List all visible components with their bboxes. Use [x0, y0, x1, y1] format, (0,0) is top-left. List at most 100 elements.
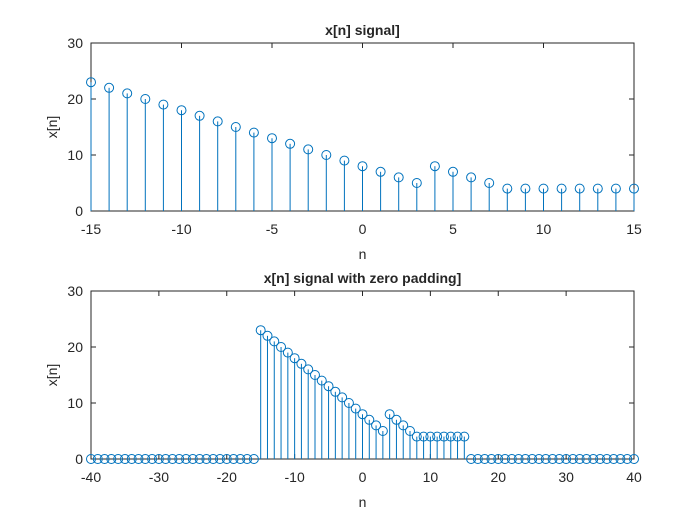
stem-marker — [323, 381, 334, 392]
stem-marker — [629, 183, 639, 194]
stem-marker — [466, 172, 477, 183]
stem-marker — [201, 454, 212, 464]
stem-marker — [629, 454, 639, 464]
stem-marker — [622, 454, 633, 464]
stem-marker — [479, 454, 490, 464]
x-axis-label: n — [359, 246, 367, 262]
stem-marker — [377, 426, 388, 436]
stem-marker — [425, 431, 436, 442]
stem-marker — [269, 336, 280, 347]
stem-marker — [212, 116, 223, 127]
stem-marker — [513, 454, 524, 464]
stem-marker — [459, 431, 470, 442]
stem-marker — [262, 330, 273, 341]
ticks: -40 -30 -20 -10 0 10 20 30 40 0 10 20 30 — [67, 283, 642, 485]
stem-marker — [438, 431, 449, 442]
stem-marker — [452, 431, 463, 442]
x-tick-label: 15 — [626, 221, 642, 237]
stem-marker — [122, 88, 133, 99]
stem-marker — [574, 183, 585, 194]
plot-title: x[n] signal] — [325, 22, 400, 38]
stem-marks — [86, 325, 639, 464]
y-tick-label: 20 — [67, 339, 83, 355]
stem-marker — [350, 403, 361, 414]
stem-marker — [384, 409, 395, 420]
stem-marker — [167, 454, 178, 464]
x-tick-label: 40 — [626, 469, 642, 485]
stem-marker — [248, 454, 259, 464]
stem-marker — [113, 454, 124, 464]
stem-marker — [486, 454, 497, 464]
stem-marker — [506, 454, 517, 464]
stem-marker — [303, 144, 314, 155]
x-tick-label: -10 — [285, 469, 305, 485]
stem-marker — [533, 454, 544, 464]
plot-original-signal: x[n] signal] n x[n] -15 -10 -5 0 5 10 15 0 10 20 3… — [44, 22, 642, 262]
stem-marker — [221, 454, 232, 464]
stem-marker — [214, 454, 225, 464]
stem-marker — [445, 431, 456, 442]
stem-marker — [502, 183, 513, 194]
stem-marker — [429, 161, 440, 172]
stem-marker — [393, 172, 404, 183]
stem-marker — [86, 77, 96, 88]
stem-marker — [140, 454, 151, 464]
x-tick-label: -10 — [171, 221, 191, 237]
y-tick-label: 20 — [67, 91, 83, 107]
stem-marker — [133, 454, 144, 464]
stem-marker — [556, 183, 567, 194]
stem-marker — [538, 183, 549, 194]
stem-marker — [230, 122, 241, 132]
y-tick-label: 0 — [75, 451, 83, 467]
stem-marker — [242, 454, 253, 464]
x-tick-label: 20 — [490, 469, 506, 485]
stem-marker — [601, 454, 612, 464]
stem-marker — [303, 364, 314, 375]
stem-marker — [181, 454, 192, 464]
x-tick-label: 30 — [558, 469, 574, 485]
stem-marks — [86, 77, 639, 211]
stem-marker — [608, 454, 619, 464]
stem-marker — [615, 454, 626, 464]
plot-title: x[n] signal with zero padding] — [264, 270, 462, 286]
stem-marker — [92, 454, 103, 464]
stem-marker — [574, 454, 585, 464]
x-tick-label: 10 — [423, 469, 439, 485]
y-tick-label: 10 — [67, 395, 83, 411]
stem-marker — [255, 325, 266, 336]
stem-marker — [520, 454, 531, 464]
y-tick-label: 30 — [67, 35, 83, 51]
stem-marker — [540, 454, 551, 464]
stem-marker — [235, 454, 246, 464]
x-tick-label: 0 — [359, 221, 367, 237]
plot-zero-padded-signal: x[n] signal with zero padding] n x[n] -4… — [44, 270, 642, 510]
stem-marker — [405, 426, 416, 436]
stem-marker — [321, 150, 332, 160]
stem-marker — [174, 454, 185, 464]
stem-marker — [357, 161, 368, 172]
stem-marker — [176, 105, 187, 116]
x-tick-label: 5 — [449, 221, 457, 237]
stem-marker — [153, 454, 164, 464]
stem-marker — [194, 110, 205, 121]
stem-marker — [418, 431, 429, 442]
stem-marker — [567, 454, 578, 464]
y-tick-label: 10 — [67, 147, 83, 163]
stem-marker — [398, 420, 409, 431]
stem-marker — [466, 454, 477, 464]
stem-marker — [561, 454, 572, 464]
stem-marker — [285, 138, 296, 149]
y-tick-label: 0 — [75, 203, 83, 219]
stem-marker — [194, 454, 205, 464]
x-tick-label: -40 — [81, 469, 101, 485]
y-axis-label: x[n] — [44, 116, 60, 139]
stem-marker — [371, 420, 382, 431]
stem-marker — [276, 342, 287, 352]
x-tick-label: -15 — [81, 221, 101, 237]
stem-marker — [316, 375, 327, 386]
stem-marker — [187, 454, 198, 464]
stem-marker — [364, 414, 375, 425]
stem-marker — [337, 392, 348, 403]
stem-marker — [357, 409, 368, 420]
stem-marker — [99, 454, 110, 464]
